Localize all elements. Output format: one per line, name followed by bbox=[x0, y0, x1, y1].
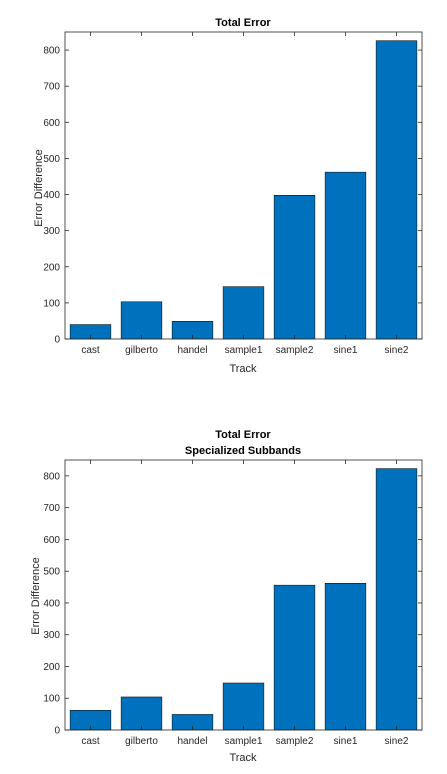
x-tick-label: sample1 bbox=[225, 736, 263, 747]
x-tick-label: gilberto bbox=[125, 345, 158, 356]
x-tick-label: gilberto bbox=[125, 736, 158, 747]
x-tick-label: handel bbox=[177, 736, 207, 747]
x-tick-label: sine1 bbox=[334, 345, 358, 356]
y-axis-label: Error Difference bbox=[33, 149, 45, 226]
y-tick-label: 500 bbox=[43, 154, 60, 165]
y-tick-label: 300 bbox=[43, 630, 60, 641]
bar-sine1 bbox=[324, 171, 367, 340]
y-tick-label: 0 bbox=[54, 335, 60, 346]
y-tick-label: 500 bbox=[43, 567, 60, 578]
x-tick-label: sample2 bbox=[276, 345, 314, 356]
bar-sample1 bbox=[222, 286, 265, 340]
y-tick-label: 100 bbox=[43, 694, 60, 705]
chart-title: Total Error bbox=[215, 17, 271, 29]
bar-sample2 bbox=[273, 584, 316, 731]
x-axis-label: Track bbox=[229, 752, 257, 764]
y-axis-label: Error Difference bbox=[30, 557, 42, 634]
x-tick-label: sine1 bbox=[334, 736, 358, 747]
y-tick-label: 800 bbox=[43, 471, 60, 482]
bar-gilberto bbox=[120, 301, 163, 340]
y-tick-label: 700 bbox=[43, 82, 60, 93]
x-tick-label: sine2 bbox=[385, 736, 409, 747]
chart-total-error-specialized-subbands: Total Error Specialized Subbands Track E… bbox=[30, 429, 423, 764]
x-tick-label: sample2 bbox=[276, 736, 314, 747]
y-tick-label: 700 bbox=[43, 503, 60, 514]
x-axis-label: Track bbox=[229, 363, 257, 375]
bar-sine2 bbox=[375, 40, 418, 340]
x-tick-label: cast bbox=[81, 736, 100, 747]
y-tick-label: 300 bbox=[43, 226, 60, 237]
chart-subtitle: Specialized Subbands bbox=[185, 445, 301, 457]
x-tick-label: cast bbox=[81, 345, 100, 356]
y-tick-label: 0 bbox=[54, 726, 60, 737]
x-tick-label: handel bbox=[177, 345, 207, 356]
x-tick-label: sine2 bbox=[385, 345, 409, 356]
bar-sample2 bbox=[273, 195, 316, 340]
bar-sine2 bbox=[375, 468, 418, 731]
bar-gilberto bbox=[120, 696, 163, 731]
chart-total-error: Total Error Track Error Difference 0 100 2… bbox=[33, 17, 423, 375]
y-tick-label: 800 bbox=[43, 46, 60, 57]
y-tick-label: 600 bbox=[43, 118, 60, 129]
y-tick-label: 200 bbox=[43, 662, 60, 673]
y-tick-label: 400 bbox=[43, 598, 60, 609]
chart-title: Total Error bbox=[215, 429, 271, 441]
y-tick-label: 400 bbox=[43, 190, 60, 201]
y-tick-label: 200 bbox=[43, 262, 60, 273]
y-tick-label: 100 bbox=[43, 298, 60, 309]
x-tick-label: sample1 bbox=[225, 345, 263, 356]
bar-sine1 bbox=[324, 583, 367, 731]
y-tick-label: 600 bbox=[43, 535, 60, 546]
bar-sample1 bbox=[222, 682, 265, 731]
